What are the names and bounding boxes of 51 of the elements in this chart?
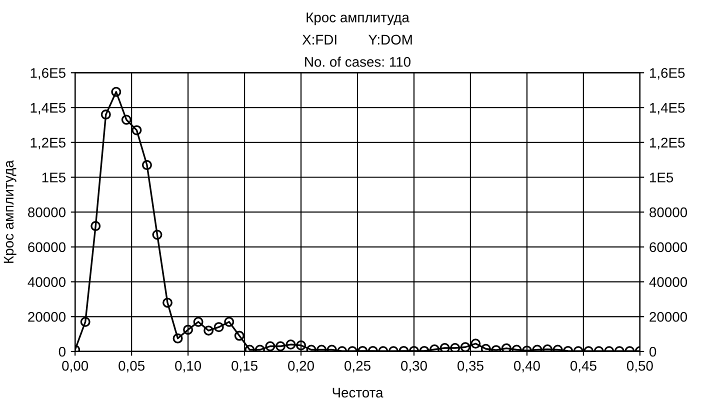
x-tick-label: 0,25 <box>344 360 370 372</box>
y2-tick-label: 1,6E5 <box>650 68 685 80</box>
point <box>111 86 122 97</box>
x-tick-label: 0,15 <box>232 360 258 372</box>
y-tick-label: 80000 <box>28 207 66 218</box>
chart-title: Крос амплитуда <box>306 12 410 26</box>
point <box>152 230 162 240</box>
x-tick-label: 0,30 <box>401 360 427 372</box>
y-tick-label: 60000 <box>28 242 66 252</box>
y-tick-label: 0 <box>58 346 66 357</box>
point <box>460 342 470 352</box>
y-tick-label: 40000 <box>28 277 66 287</box>
x-tick-label: 0,05 <box>118 360 144 372</box>
point <box>224 316 234 327</box>
y2-tick-label: 40000 <box>649 277 688 287</box>
x-tick-label: 0,10 <box>175 360 202 372</box>
y-tick-label: 20000 <box>28 312 66 322</box>
y2-tick-label: 20000 <box>650 312 688 322</box>
point <box>480 344 491 352</box>
x-tick-label: 0,40 <box>514 360 540 372</box>
y2-tick-label: 1,2E5 <box>650 138 685 150</box>
point <box>100 110 111 120</box>
y2-tick-label: 80000 <box>650 207 688 218</box>
y-tick-label: 1E5 <box>42 172 66 182</box>
y-tick-label: 1,6E5 <box>30 68 66 80</box>
point <box>132 125 142 136</box>
y-tick-label: 1,4E5 <box>30 103 66 114</box>
x-tick-label: 0,00 <box>62 360 88 372</box>
chart-subtitle: X:FDI Y:DOM <box>302 34 412 45</box>
point <box>440 342 450 352</box>
y2-tick-label: 60000 <box>650 242 688 252</box>
point <box>121 114 132 125</box>
x-tick-label: 0,45 <box>570 360 596 372</box>
y-tick-label: 1,2E5 <box>30 138 66 150</box>
x-tick-label: 0,35 <box>458 360 484 372</box>
x-axis-title: Честота <box>332 388 384 398</box>
point <box>162 298 173 308</box>
point <box>450 342 460 352</box>
x-tick-label: 0,20 <box>288 360 314 372</box>
point <box>193 316 204 327</box>
y2-tick-label: 1E5 <box>650 172 674 182</box>
y-axis-title: Крос амплитуда <box>4 160 16 263</box>
text: No. of cases: 110 <box>305 56 410 67</box>
point <box>90 221 101 232</box>
x-tick-label: 0,50 <box>626 360 653 372</box>
point <box>80 316 90 327</box>
y2-tick-label: 1,4E5 <box>650 103 685 114</box>
point <box>142 160 152 170</box>
point <box>172 333 183 344</box>
point <box>501 343 512 352</box>
y2-tick-label: 0 <box>649 346 656 357</box>
